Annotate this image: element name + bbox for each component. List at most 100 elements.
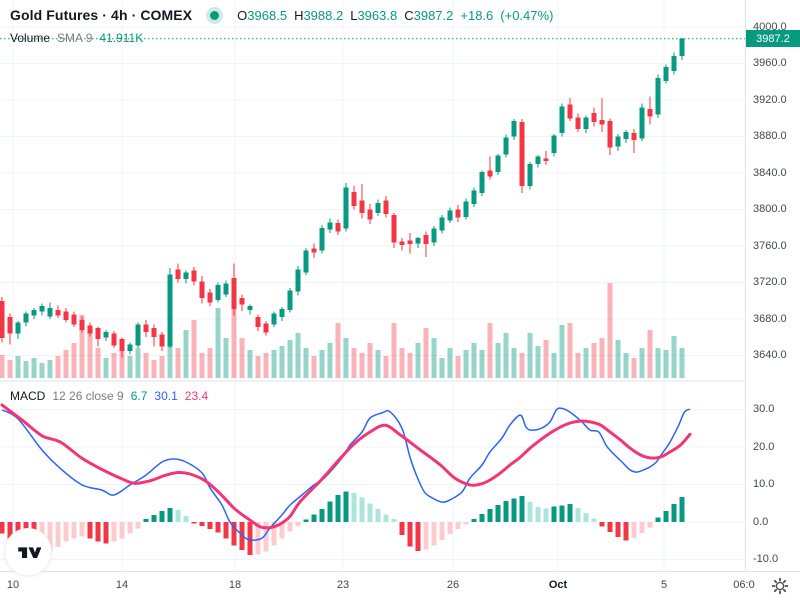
candle-body: [407, 240, 413, 245]
volume-bar: [519, 353, 525, 378]
volume-bar: [383, 356, 389, 378]
volume-bar: [119, 349, 125, 378]
candle-body: [335, 223, 341, 232]
candle-wick: [633, 129, 635, 153]
candle-body: [23, 313, 29, 323]
candle-body: [599, 120, 605, 125]
volume-bar: [183, 329, 189, 378]
volume-bar: [575, 353, 581, 378]
open-label: O: [237, 7, 248, 23]
candle-body: [487, 170, 493, 177]
last-price-label: 3987.2: [746, 30, 800, 47]
macd-histogram-bar: [343, 491, 349, 522]
macd-histogram-bar: [431, 522, 437, 546]
volume-bar: [135, 348, 141, 378]
candle-body: [303, 250, 309, 273]
macd-histogram-bar: [543, 508, 549, 522]
candle-body: [527, 163, 533, 186]
macd-histogram-bar: [247, 522, 253, 555]
candle-body: [119, 339, 125, 351]
volume-bar: [23, 361, 29, 378]
candle-body: [495, 155, 501, 173]
time-axis-label: 06:0: [733, 579, 755, 591]
candle-body: [647, 109, 653, 117]
macd-axis-label: 30.0: [753, 403, 775, 415]
macd-histogram: [0, 491, 685, 557]
candle-body: [455, 209, 461, 218]
macd-histogram-bar: [167, 508, 173, 522]
price-axis-label: 3760.0: [753, 240, 787, 252]
macd-histogram-bar: [575, 507, 581, 523]
volume-bar: [623, 353, 629, 378]
macd-axis-label: -10.0: [753, 553, 779, 565]
macd-histogram-bar: [255, 522, 261, 555]
timezone-settings-gear-icon[interactable]: [771, 577, 789, 595]
volume-legend[interactable]: Volume SMA 9 41.911K: [10, 30, 143, 45]
price-axis-label: 3960.0: [753, 57, 787, 69]
macd-histogram-bar: [415, 522, 421, 551]
tradingview-logo[interactable]: [4, 528, 52, 576]
candle-body: [271, 313, 277, 325]
volume-sma-value: 41.911K: [99, 30, 144, 45]
candle-body: [631, 132, 637, 141]
candle-body: [151, 328, 157, 338]
volume-bar: [671, 336, 677, 378]
price-axis[interactable]: 4000.0 3960.0 3920.0 3880.0 3840.0 3800.0 3760…: [745, 0, 800, 571]
candle-body: [63, 311, 69, 320]
candle-body: [623, 131, 629, 140]
volume-bar: [295, 333, 301, 378]
macd-signal-value: 23.4: [184, 388, 209, 403]
candle-body: [479, 172, 485, 194]
candle-body: [175, 269, 181, 279]
macd-histogram-bar: [551, 506, 557, 522]
volume-bar: [391, 323, 397, 378]
candle-body: [351, 192, 357, 206]
chart-canvas[interactable]: [0, 0, 745, 571]
volume-bar: [479, 349, 485, 378]
macd-histogram-bar: [591, 518, 597, 523]
macd-histogram-bar: [295, 522, 301, 526]
market-status-icon[interactable]: [206, 6, 224, 24]
macd-indicator-params: 12 26 close 9: [52, 388, 124, 403]
price-axis-label: 3800.0: [753, 203, 787, 215]
macd-histogram-bar: [671, 504, 677, 522]
candle-body: [575, 117, 581, 130]
volume-bar: [431, 338, 437, 378]
macd-legend[interactable]: MACD 12 26 close 9 6.7 30.1 23.4: [10, 388, 208, 403]
open-value: 3968.5: [247, 7, 288, 23]
time-axis-label: 5: [660, 579, 668, 591]
volume-bar: [335, 323, 341, 378]
candle-body: [663, 67, 669, 81]
volume-bar: [351, 348, 357, 378]
macd-histogram-bar: [391, 519, 397, 522]
macd-histogram-bar: [279, 522, 285, 539]
volume-bar: [287, 339, 293, 378]
macd-histogram-bar: [223, 522, 229, 539]
volume-bar: [647, 329, 653, 378]
candle-body: [295, 269, 301, 292]
volume-bar: [463, 349, 469, 378]
ohlc-values: O3968.5 H3988.2 L3963.8 C3987.2 +18.6 (+…: [237, 8, 553, 23]
volume-bar: [599, 338, 605, 378]
candle-body: [103, 331, 109, 338]
volume-bar: [175, 348, 181, 378]
volume-bar: [223, 338, 229, 378]
volume-bar: [15, 356, 21, 378]
candle-body: [471, 190, 477, 204]
macd-histogram-bar: [511, 498, 517, 522]
price-axis-label: 3640.0: [753, 349, 787, 361]
macd-histogram-bar: [623, 522, 629, 541]
macd-histogram-bar: [79, 522, 85, 537]
change-percent: (+0.47%): [500, 7, 554, 23]
macd-histogram-bar: [439, 522, 445, 540]
candle-body: [543, 158, 549, 162]
macd-histogram-bar: [335, 495, 341, 522]
candle-wick: [425, 231, 427, 257]
macd-histogram-bar: [375, 508, 381, 522]
candle-body: [615, 136, 621, 147]
time-axis[interactable]: 10 14 18 23 26 Oct 5 06:0: [0, 571, 800, 600]
candle-body: [583, 117, 589, 130]
macd-histogram-bar: [215, 522, 221, 533]
symbol-legend[interactable]: Gold Futures · 4h · COMEX O3968.5 H3988.…: [10, 6, 553, 24]
candle-body: [135, 324, 141, 346]
